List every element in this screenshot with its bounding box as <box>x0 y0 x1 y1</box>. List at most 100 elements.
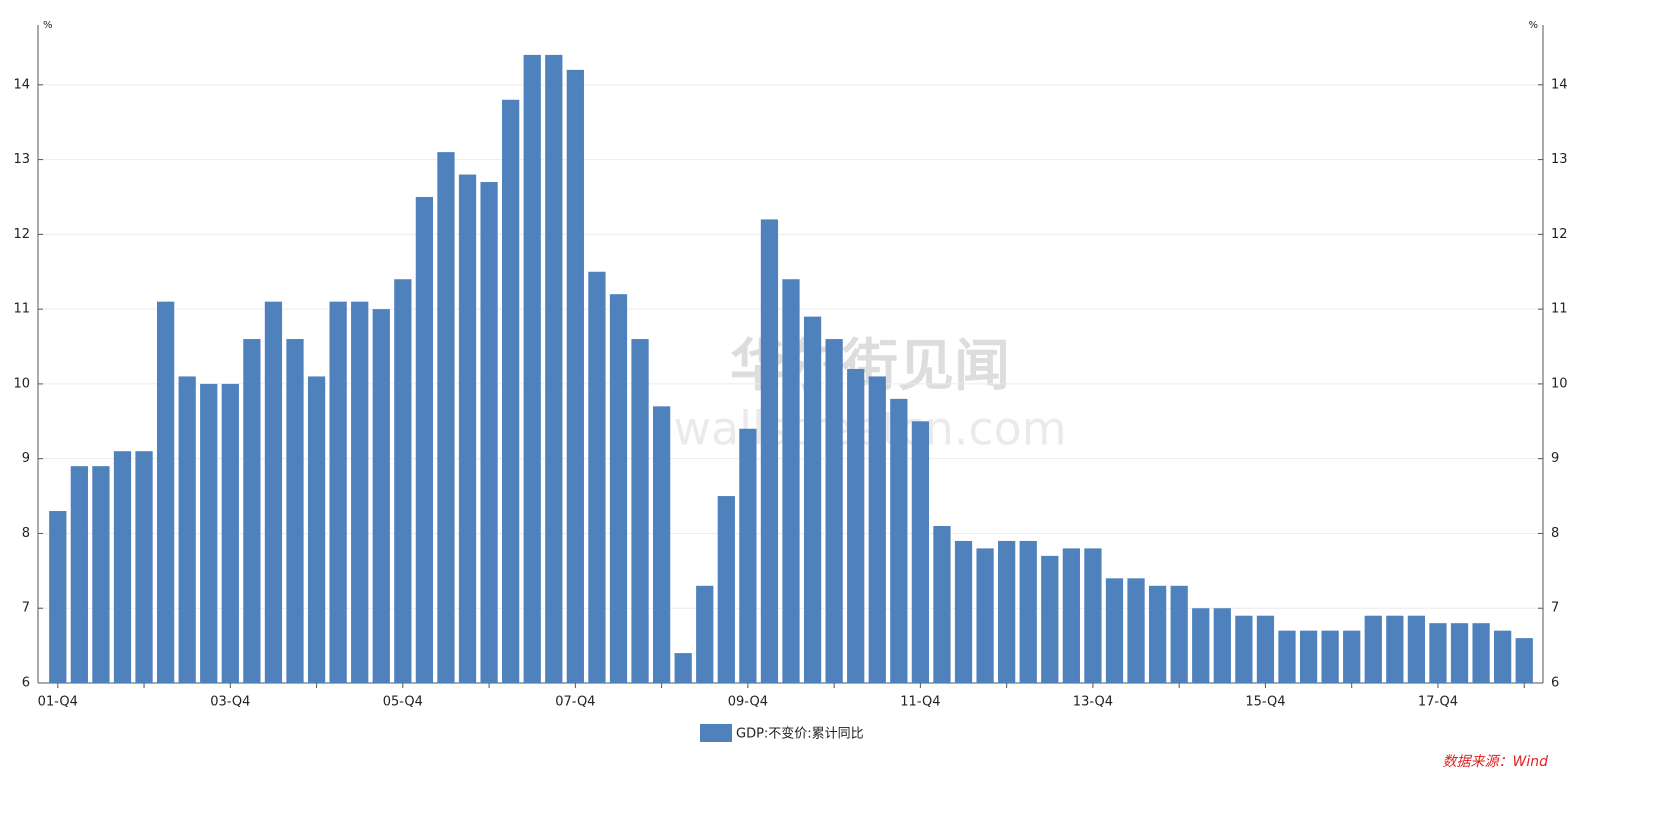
y2-tick-label: 11 <box>1551 302 1568 317</box>
bar <box>394 279 412 683</box>
bar <box>92 466 110 683</box>
bar <box>911 421 930 683</box>
y-tick-label: 13 <box>13 152 30 167</box>
bar <box>1343 630 1361 683</box>
x-tick-label: 11-Q4 <box>900 695 940 710</box>
y2-tick-label: 6 <box>1551 676 1559 691</box>
bar <box>1127 578 1145 683</box>
y2-tick-label: 14 <box>1551 77 1568 92</box>
bar <box>480 182 498 684</box>
bar <box>1407 615 1426 683</box>
y2-tick-label: 9 <box>1551 451 1559 466</box>
source: 数据来源：Wind <box>1443 754 1549 770</box>
y-tick-label: 14 <box>13 77 30 92</box>
bar <box>1472 623 1490 683</box>
bar <box>1364 615 1382 683</box>
bar <box>1256 615 1275 683</box>
y-unit: % <box>43 20 53 31</box>
x-tick-label: 17-Q4 <box>1418 695 1458 710</box>
bar <box>1299 630 1318 683</box>
bar <box>954 540 973 683</box>
bar <box>1041 555 1059 683</box>
bar <box>674 653 692 683</box>
bar <box>976 548 994 683</box>
x-tick-label: 05-Q4 <box>383 695 423 710</box>
y-tick-label: 10 <box>13 376 30 391</box>
bar <box>588 271 606 683</box>
bar <box>739 428 757 683</box>
bar <box>49 511 67 683</box>
x-tick-label: 15-Q4 <box>1245 695 1285 710</box>
bar <box>372 309 390 683</box>
bar <box>717 496 735 683</box>
bar <box>1278 630 1296 683</box>
bar <box>566 69 584 683</box>
bar <box>415 196 434 683</box>
y-tick-label: 9 <box>22 451 30 466</box>
bar <box>760 219 779 683</box>
bar <box>1062 548 1080 683</box>
bar <box>1450 623 1469 683</box>
bar <box>1321 630 1339 683</box>
y2-tick-label: 8 <box>1551 526 1559 541</box>
x-tick-label: 07-Q4 <box>555 695 595 710</box>
x-tick-label: 01-Q4 <box>38 695 78 710</box>
x-tick-label: 13-Q4 <box>1073 695 1113 710</box>
bar <box>1170 585 1188 683</box>
bar <box>1494 630 1512 683</box>
y2-tick-label: 7 <box>1551 601 1559 616</box>
legend-swatch <box>700 724 732 742</box>
y-tick-label: 6 <box>22 676 30 691</box>
bar <box>1192 608 1210 683</box>
bar <box>825 339 843 683</box>
bar <box>178 376 196 683</box>
bar <box>933 525 951 683</box>
bar <box>1105 578 1124 683</box>
bar <box>221 383 239 683</box>
x-tick-label: 09-Q4 <box>728 695 768 710</box>
y-tick-label: 8 <box>22 526 30 541</box>
bar <box>631 339 649 683</box>
bar <box>652 406 671 683</box>
bar <box>1213 608 1231 683</box>
bar <box>609 294 628 683</box>
y-tick-label: 11 <box>13 302 30 317</box>
bar <box>1084 548 1102 683</box>
bar <box>200 383 218 683</box>
bar <box>113 451 132 683</box>
bar <box>803 316 822 683</box>
bar <box>1386 615 1404 683</box>
bar <box>890 398 908 683</box>
bar <box>502 99 520 684</box>
x-tick-label: 03-Q4 <box>210 695 250 710</box>
y2-tick-label: 10 <box>1551 376 1568 391</box>
bar <box>264 301 283 683</box>
bar <box>998 540 1016 683</box>
bar <box>847 368 865 683</box>
legend-label: GDP:不变价:累计同比 <box>736 726 864 742</box>
bar <box>523 54 541 683</box>
bar <box>156 301 175 683</box>
bar <box>696 585 714 683</box>
bar <box>868 376 886 683</box>
bar <box>70 466 88 683</box>
bar <box>351 301 369 683</box>
y2-unit: % <box>1528 20 1538 31</box>
bar <box>1515 638 1533 683</box>
y2-tick-label: 13 <box>1551 152 1568 167</box>
bar <box>782 279 800 683</box>
bar <box>1148 585 1167 683</box>
bar <box>545 54 563 683</box>
bar <box>458 174 477 683</box>
bar <box>437 152 455 683</box>
bar <box>1429 623 1447 683</box>
bar <box>243 339 261 683</box>
y-tick-label: 12 <box>13 227 30 242</box>
y2-tick-label: 12 <box>1551 227 1568 242</box>
bar <box>135 451 153 683</box>
bar <box>1019 540 1037 683</box>
bar <box>329 301 347 683</box>
bar <box>286 339 304 683</box>
y-tick-label: 7 <box>22 601 30 616</box>
